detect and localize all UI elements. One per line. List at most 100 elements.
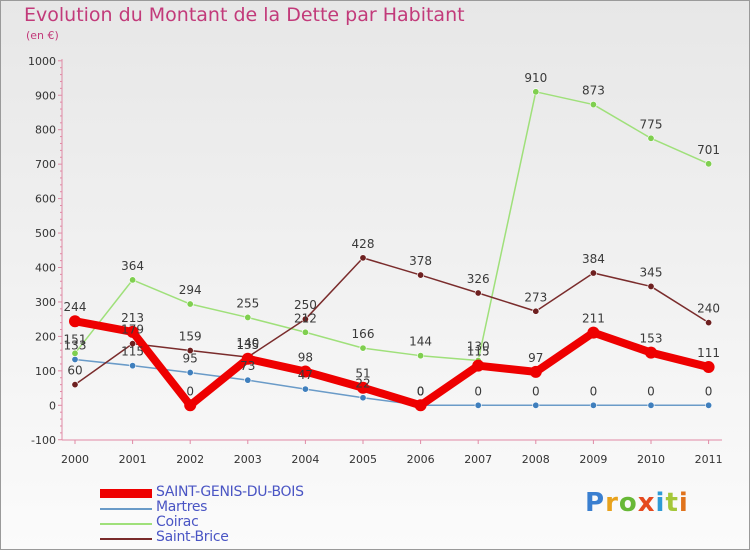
- x-tick-label: 2011: [695, 453, 723, 466]
- data-point: [705, 160, 713, 168]
- y-tick-label: 400: [35, 262, 56, 275]
- proxiti-logo: Proxiti: [585, 488, 689, 518]
- data-label: 153: [640, 332, 663, 346]
- y-tick-label: 200: [35, 330, 56, 343]
- legend-swatch: [100, 538, 152, 540]
- data-point: [529, 365, 542, 378]
- data-point: [184, 399, 197, 412]
- data-label: 60: [67, 364, 82, 378]
- data-point: [244, 376, 252, 384]
- data-label: 166: [352, 327, 375, 341]
- data-point: [301, 328, 309, 336]
- data-label: 22: [355, 377, 370, 391]
- data-label: 47: [298, 368, 313, 382]
- data-label: 95: [183, 352, 198, 366]
- axes: -100010020030040050060070080090010002000…: [28, 55, 723, 466]
- data-point: [589, 101, 597, 109]
- data-label: 775: [640, 117, 663, 131]
- y-tick-label: 300: [35, 296, 56, 309]
- data-label: 0: [474, 384, 482, 398]
- data-label: 255: [236, 296, 259, 310]
- data-point: [244, 313, 252, 321]
- logo-letter: r: [605, 488, 619, 518]
- data-label: 133: [64, 338, 87, 352]
- data-point: [129, 276, 137, 284]
- legend-label: Coirac: [156, 514, 199, 530]
- data-label: 294: [179, 283, 202, 297]
- series-line-saint-brice: [74, 257, 710, 386]
- y-tick-label: 100: [35, 365, 56, 378]
- legend-swatch: [100, 489, 152, 498]
- data-point: [186, 300, 194, 308]
- data-point: [414, 399, 427, 412]
- logo-letter: x: [637, 488, 656, 518]
- x-tick-label: 2006: [407, 453, 435, 466]
- legend-label: Martres: [156, 499, 208, 515]
- data-point: [71, 349, 79, 357]
- data-label: 0: [647, 384, 655, 398]
- legend-label: SAINT-GENIS-DU-BOIS: [156, 484, 304, 500]
- data-point: [647, 134, 655, 142]
- data-point: [299, 365, 312, 378]
- data-labels: 133 115 95 73 47 22 0 0 0 0 0 0 151 364 294 255 212 166 14…: [64, 71, 721, 398]
- x-tick-label: 2001: [119, 453, 147, 466]
- logo-letter: i: [678, 488, 689, 518]
- data-label: 115: [121, 345, 144, 359]
- logo-letter: o: [618, 488, 638, 518]
- data-point: [532, 307, 540, 315]
- data-point: [357, 381, 369, 394]
- logo-letter: i: [655, 488, 666, 518]
- x-tick-label: 2008: [522, 453, 550, 466]
- data-point: [71, 355, 79, 363]
- data-label: 213: [121, 311, 144, 325]
- data-label: 240: [697, 302, 720, 316]
- data-label: 98: [298, 351, 313, 365]
- data-point: [532, 88, 540, 96]
- data-label: 179: [121, 323, 144, 337]
- data-point: [532, 401, 540, 409]
- chart-title: Evolution du Montant de la Dette par Hab…: [24, 4, 465, 26]
- data-label: 378: [409, 254, 432, 268]
- data-point: [474, 401, 482, 409]
- data-label: 159: [179, 330, 202, 344]
- data-label: 0: [417, 384, 425, 398]
- series-line-saint-genis-du-bois: [71, 317, 713, 410]
- data-label: 0: [532, 384, 540, 398]
- data-label: 244: [64, 300, 87, 314]
- x-tick-label: 2010: [637, 453, 665, 466]
- legend-swatch: [100, 523, 152, 525]
- x-tick-label: 2000: [61, 453, 89, 466]
- unit-label: (en €): [26, 29, 59, 42]
- data-point: [589, 401, 597, 409]
- data-label: 73: [240, 359, 255, 373]
- x-tick-label: 2005: [349, 453, 377, 466]
- data-label: 135: [236, 338, 259, 352]
- data-point: [186, 369, 194, 377]
- data-point: [359, 254, 367, 262]
- data-point: [417, 271, 425, 279]
- data-label: 0: [417, 384, 425, 398]
- data-point: [472, 359, 485, 372]
- y-tick-label: 500: [35, 227, 56, 240]
- data-label: 151: [64, 332, 87, 346]
- data-label: 428: [352, 237, 375, 251]
- data-point: [71, 381, 79, 389]
- data-point: [587, 326, 600, 339]
- data-point: [705, 319, 713, 327]
- data-point: [301, 315, 309, 323]
- data-point: [186, 347, 194, 355]
- data-point: [705, 401, 713, 409]
- data-point: [301, 385, 309, 393]
- logo-letter: P: [585, 488, 606, 518]
- data-point: [129, 340, 137, 348]
- data-point: [645, 346, 657, 359]
- data-label: 130: [467, 340, 490, 354]
- data-point: [359, 344, 367, 352]
- y-tick-label: 600: [35, 193, 56, 206]
- legend-swatch: [100, 508, 152, 510]
- data-label: 273: [524, 290, 547, 304]
- x-tick-label: 2009: [579, 453, 607, 466]
- data-label: 51: [355, 367, 370, 381]
- x-tick-label: 2004: [291, 453, 319, 466]
